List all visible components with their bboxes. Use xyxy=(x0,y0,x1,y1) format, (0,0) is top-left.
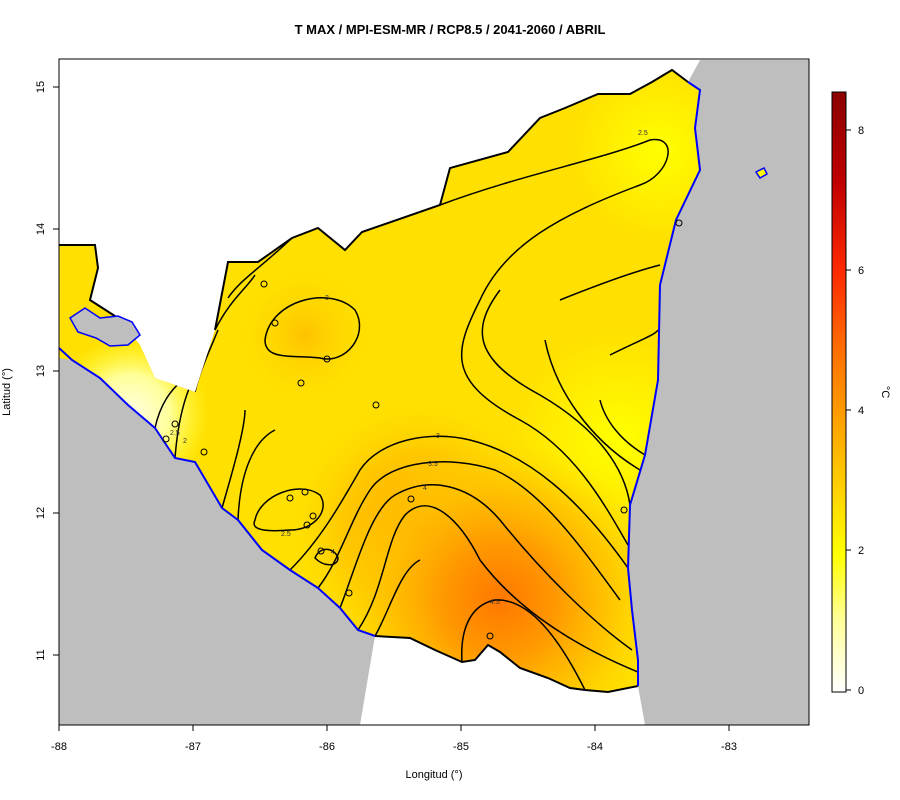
station-marker xyxy=(200,448,208,456)
contour-label: 3 xyxy=(325,295,329,302)
station-marker xyxy=(171,420,179,428)
colorbar xyxy=(831,91,847,693)
station-marker xyxy=(301,488,309,496)
contour-label-group: 3 2.5 3 3.5 4 4.5 2.5 4 2.5 2 xyxy=(170,130,648,606)
station-marker xyxy=(309,512,317,520)
colorbar-tick-label: 2 xyxy=(858,545,864,557)
station-marker xyxy=(675,219,683,227)
colorbar-tick-label: 0 xyxy=(858,685,864,697)
contour-label: 4.5 xyxy=(490,599,500,606)
country-border xyxy=(59,68,689,331)
station-marker xyxy=(286,494,294,502)
southern-border xyxy=(374,635,639,694)
station-marker xyxy=(345,589,353,597)
contour-label: 2 xyxy=(183,438,187,445)
station-markers xyxy=(162,219,683,640)
colorbar-ticks xyxy=(846,129,851,691)
gulf-of-fonseca xyxy=(69,307,141,347)
y-axis-title: Latitud (°) xyxy=(1,368,13,416)
x-tick-label: -87 xyxy=(185,741,201,753)
x-tick-label: -85 xyxy=(453,741,469,753)
honduras-territory xyxy=(59,59,809,392)
x-tick-label: -86 xyxy=(319,741,335,753)
offshore-island xyxy=(754,166,768,179)
station-marker xyxy=(486,632,494,640)
x-axis-title: Longitud (°) xyxy=(406,769,463,781)
contour-label: 2.5 xyxy=(281,531,291,538)
x-axis-ticks xyxy=(58,725,730,731)
station-marker xyxy=(372,401,380,409)
coastline xyxy=(626,81,702,686)
plot-frame xyxy=(58,58,810,726)
station-marker xyxy=(323,355,331,363)
contour-label: 3.5 xyxy=(428,461,438,468)
colorbar-labels: 0 2 4 6 8 xyxy=(858,125,864,697)
costa-rica-territory xyxy=(360,636,645,725)
contour-label: 4 xyxy=(331,549,335,556)
x-tick-label: -83 xyxy=(721,741,737,753)
colorbar-tick-label: 8 xyxy=(858,125,864,137)
y-tick-label: 14 xyxy=(35,223,47,235)
colorbar-tick-label: 4 xyxy=(858,405,864,417)
y-tick-label: 11 xyxy=(35,649,47,660)
colorbar-tick-label: 6 xyxy=(858,265,864,277)
station-marker xyxy=(271,319,279,327)
station-marker xyxy=(303,521,311,529)
contour-lines xyxy=(154,138,669,691)
station-marker xyxy=(317,547,325,555)
station-marker xyxy=(297,379,305,387)
contour-label: 2.5 xyxy=(170,430,180,437)
x-axis-labels: -88 -87 -86 -85 -84 -83 xyxy=(51,741,737,753)
y-axis-labels: 11 12 13 14 15 xyxy=(35,81,47,661)
colorbar-unit: °C xyxy=(879,386,891,398)
station-marker xyxy=(260,280,268,288)
contour-label: 2.5 xyxy=(638,130,648,137)
station-marker xyxy=(407,495,415,503)
station-marker xyxy=(162,435,170,443)
contour-label: 3 xyxy=(436,433,440,440)
map-title: T MAX / MPI-ESM-MR / RCP8.5 / 2041-2060 … xyxy=(294,22,606,37)
pacific-coastline xyxy=(59,347,376,637)
y-tick-label: 15 xyxy=(35,81,47,93)
x-tick-label: -88 xyxy=(51,741,67,753)
station-marker xyxy=(620,506,628,514)
y-axis-ticks xyxy=(53,86,59,656)
contour-label: 4 xyxy=(423,485,427,492)
y-tick-label: 12 xyxy=(35,507,47,519)
y-tick-label: 13 xyxy=(35,365,47,377)
x-tick-label: -84 xyxy=(587,741,603,753)
